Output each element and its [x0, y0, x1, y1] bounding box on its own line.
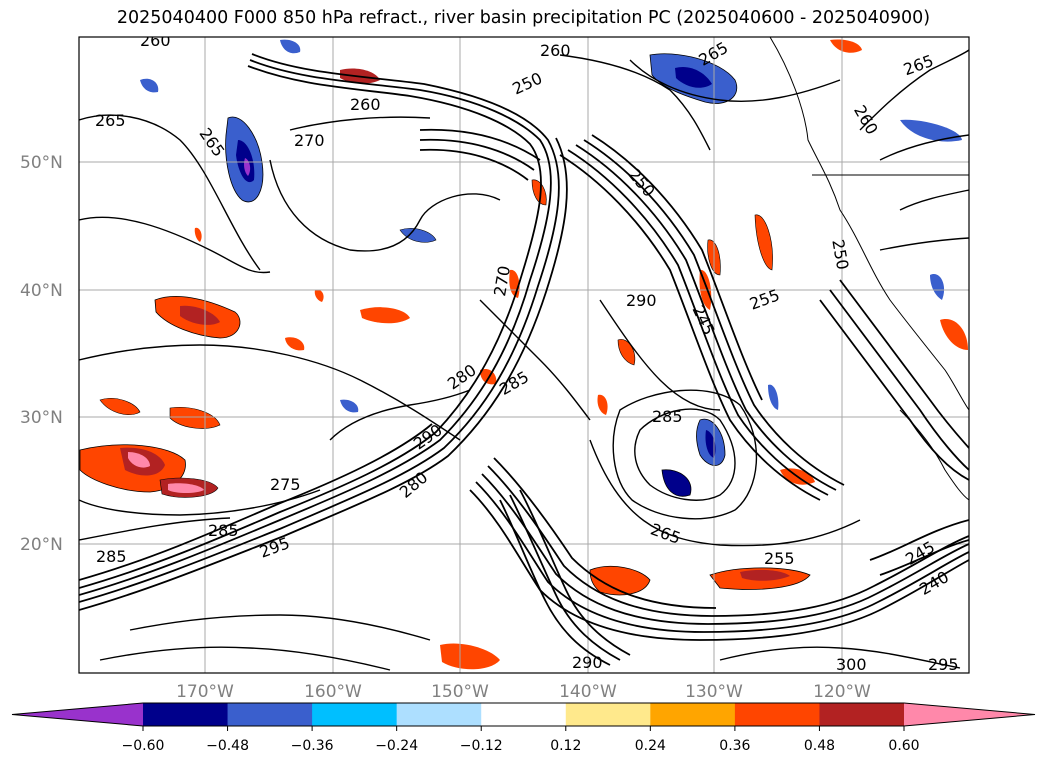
colorbar-tick-label: −0.48 — [206, 738, 249, 754]
contour-label: 290 — [626, 291, 657, 310]
contour-label: 270 — [294, 131, 325, 150]
pos-blob-low-left — [99, 398, 141, 415]
neg-blob-mid — [399, 228, 437, 243]
lon-label-140w: 140°W — [559, 682, 617, 702]
colorbar-tick-label: −0.12 — [460, 738, 503, 754]
contour-label: 285 — [208, 521, 239, 540]
gridlines — [79, 37, 969, 673]
lon-label-130w: 130°W — [685, 682, 743, 702]
colorbar-tick-label: −0.36 — [291, 738, 334, 754]
pos-blob-mid2 — [360, 307, 410, 324]
pos-blob-tropic-east2-core — [740, 569, 790, 581]
neg-blob-d — [768, 384, 779, 410]
pos-blob-mid1 — [169, 407, 221, 429]
lat-label-50n: 50°N — [20, 153, 63, 173]
contour-label: 265 — [95, 111, 126, 130]
lat-label-30n: 30°N — [20, 408, 63, 428]
contour-label: 260 — [540, 41, 571, 60]
precip-fills — [79, 39, 968, 670]
contour-label: 260 — [140, 31, 171, 50]
pos-blob-ne5 — [285, 337, 305, 351]
contour-label: 295 — [928, 655, 959, 674]
colorbar-box — [650, 703, 736, 726]
colorbar-box — [396, 703, 482, 726]
contour-label: 260 — [350, 95, 381, 114]
pos-blob-mid4 — [531, 179, 547, 206]
neg-blob-e — [930, 274, 945, 300]
lon-label-150w: 150°W — [431, 682, 489, 702]
pos-blob-mid7 — [754, 214, 773, 271]
colorbar-box — [734, 703, 820, 726]
colorbar-extend-min — [12, 703, 143, 726]
lat-label-40n: 40°N — [20, 281, 63, 301]
pos-blob-ne2 — [940, 319, 968, 350]
neg-blob-ne — [900, 119, 962, 142]
contour-label: 290 — [572, 653, 603, 672]
refractivity-contours — [79, 53, 969, 666]
colorbar: −0.60 −0.48 −0.36 −0.24 −0.12 0.12 0.24 0.36 0.4… — [11, 702, 1036, 754]
neg-blob-gulf-core — [675, 66, 712, 88]
colorbar-tick-label: −0.60 — [122, 738, 165, 754]
pos-blob-mid10 — [597, 394, 608, 415]
colorbar-tick-label: 0.12 — [550, 738, 581, 754]
colorbar-box — [227, 703, 313, 726]
pos-blob-west-b-core — [168, 483, 204, 493]
lon-label-120w: 120°W — [813, 682, 871, 702]
pos-blob-ne1 — [830, 39, 862, 53]
lon-label-170w: 170°W — [176, 682, 234, 702]
lat-label-20n: 20°N — [20, 535, 63, 555]
colorbar-box — [819, 703, 905, 726]
contour-label: 275 — [270, 475, 301, 494]
contour-label: 285 — [652, 407, 683, 426]
neg-blob-a — [280, 39, 301, 54]
colorbar-box — [143, 703, 229, 726]
colorbar-tick-label: 0.60 — [888, 738, 919, 754]
pos-blob-tropic-east — [589, 565, 651, 596]
colorbar-box — [312, 703, 398, 726]
refractivity-contours-thin — [79, 49, 969, 671]
pos-blob-west-band-center — [128, 452, 150, 468]
pos-blob-ne6 — [314, 289, 324, 302]
colorbar-tick-label: 0.36 — [719, 738, 750, 754]
lon-label-160w: 160°W — [304, 682, 362, 702]
colorbar-box — [481, 703, 567, 726]
pos-blob-upper-west-core — [180, 305, 220, 325]
colorbar-extend-max — [904, 703, 1035, 726]
neg-blob-low — [661, 469, 692, 497]
contour-label: 255 — [764, 549, 795, 568]
plot-frame — [78, 36, 970, 674]
neg-blob-b — [140, 78, 159, 93]
colorbar-tick-label: 0.48 — [804, 738, 835, 754]
pos-blob-low-mid — [440, 643, 500, 670]
contour-label: 300 — [836, 655, 867, 674]
neg-blob-c — [340, 399, 359, 413]
colorbar-tick-label: −0.24 — [375, 738, 418, 754]
colorbar-tick-label: 0.24 — [635, 738, 666, 754]
pos-blob-ne7 — [194, 227, 202, 242]
contour-label: 285 — [96, 547, 127, 566]
colorbar-box — [565, 703, 651, 726]
plot-title: 2025040400 F000 850 hPa refract., river … — [116, 8, 931, 28]
neg-blob-subtropic-core — [705, 430, 716, 458]
